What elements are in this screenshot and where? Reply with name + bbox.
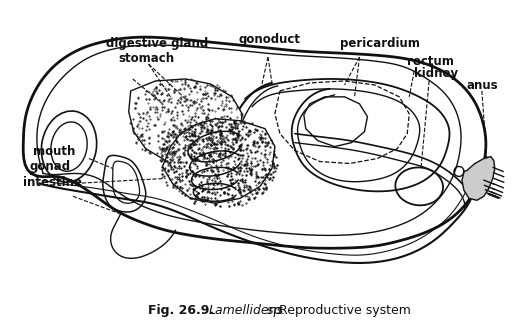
Text: Lamellidens: Lamellidens: [209, 304, 284, 317]
Text: gonad: gonad: [29, 161, 70, 173]
Polygon shape: [162, 119, 275, 203]
Text: intestine: intestine: [23, 176, 83, 189]
Text: kidney: kidney: [414, 67, 458, 80]
Polygon shape: [129, 79, 242, 164]
Text: digestive gland: digestive gland: [106, 37, 208, 50]
Text: mouth: mouth: [33, 145, 76, 158]
Polygon shape: [462, 157, 495, 200]
Text: Fig. 26.9.: Fig. 26.9.: [148, 304, 214, 317]
Text: gonoduct: gonoduct: [238, 33, 300, 46]
Text: anus: anus: [467, 79, 498, 92]
Text: rectum: rectum: [407, 55, 454, 68]
Text: stomach: stomach: [119, 52, 175, 65]
Text: Reproductive system: Reproductive system: [275, 304, 411, 317]
Text: pericardium: pericardium: [340, 37, 419, 50]
Text: sp.: sp.: [263, 304, 285, 317]
